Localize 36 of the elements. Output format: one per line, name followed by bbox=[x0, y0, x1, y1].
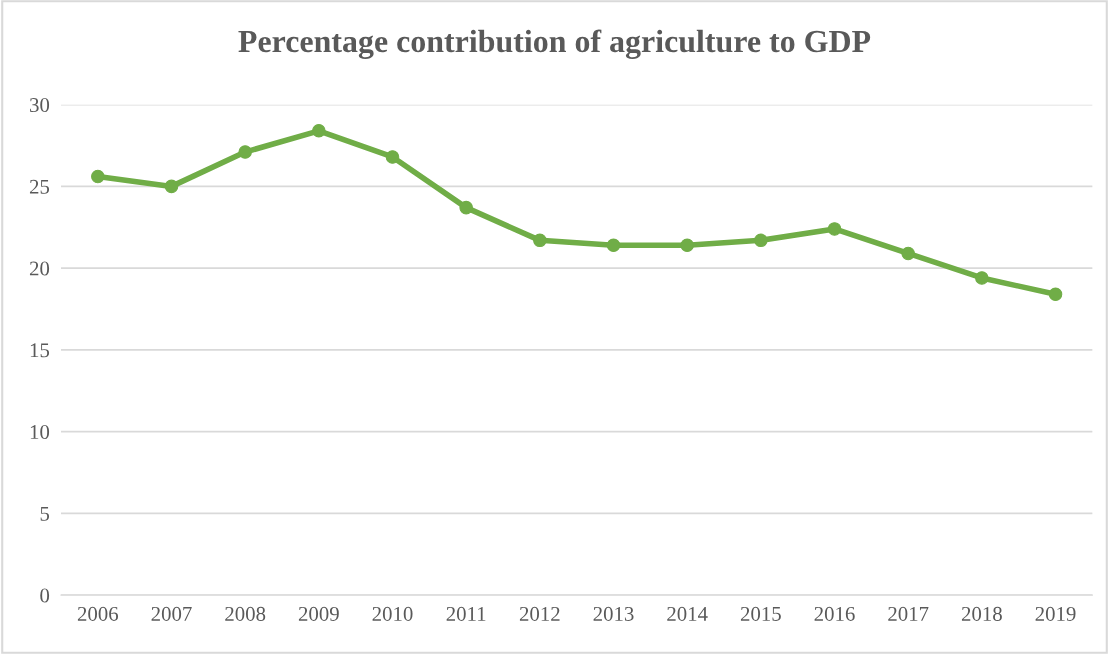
point bbox=[91, 169, 105, 184]
y-tick-label: 20 bbox=[29, 261, 50, 276]
x-tick-label: 2012 bbox=[519, 606, 560, 621]
point bbox=[680, 238, 694, 253]
y-tick-label: 25 bbox=[29, 179, 50, 194]
x-tick-label: 2007 bbox=[151, 606, 192, 621]
point bbox=[827, 222, 842, 236]
point bbox=[975, 271, 989, 285]
point bbox=[238, 145, 252, 159]
point bbox=[533, 233, 547, 248]
point bbox=[606, 238, 621, 253]
x-tick-label: 2014 bbox=[667, 606, 708, 621]
x-tick-label: 2013 bbox=[593, 606, 634, 621]
x-tick-label: 2015 bbox=[740, 606, 781, 621]
point bbox=[754, 233, 768, 248]
chart-title: Percentage contribution of agriculture to GDP bbox=[238, 29, 871, 59]
x-tick-label: 2006 bbox=[77, 606, 119, 621]
point bbox=[1048, 287, 1063, 302]
x-tick-label: 2017 bbox=[888, 606, 929, 621]
point bbox=[385, 150, 400, 164]
point bbox=[459, 200, 473, 215]
y-tick-label: 15 bbox=[30, 343, 50, 358]
x-tick-label: 2016 bbox=[814, 606, 855, 621]
point bbox=[164, 179, 179, 194]
x-tick-label: 2008 bbox=[225, 606, 266, 621]
y-tick-label: 30 bbox=[30, 98, 50, 113]
point bbox=[312, 124, 326, 138]
y-tick-label: 10 bbox=[30, 425, 50, 440]
x-tick-label: 2009 bbox=[298, 606, 339, 621]
y-tick-label: 5 bbox=[40, 506, 50, 521]
point bbox=[901, 246, 915, 261]
x-tick-label: 2011 bbox=[446, 606, 486, 621]
x-tick-label: 2018 bbox=[961, 606, 1002, 621]
x-tick-label: 2019 bbox=[1035, 606, 1076, 621]
x-tick-label: 2010 bbox=[372, 606, 413, 621]
y-tick-label: 0 bbox=[40, 588, 50, 603]
